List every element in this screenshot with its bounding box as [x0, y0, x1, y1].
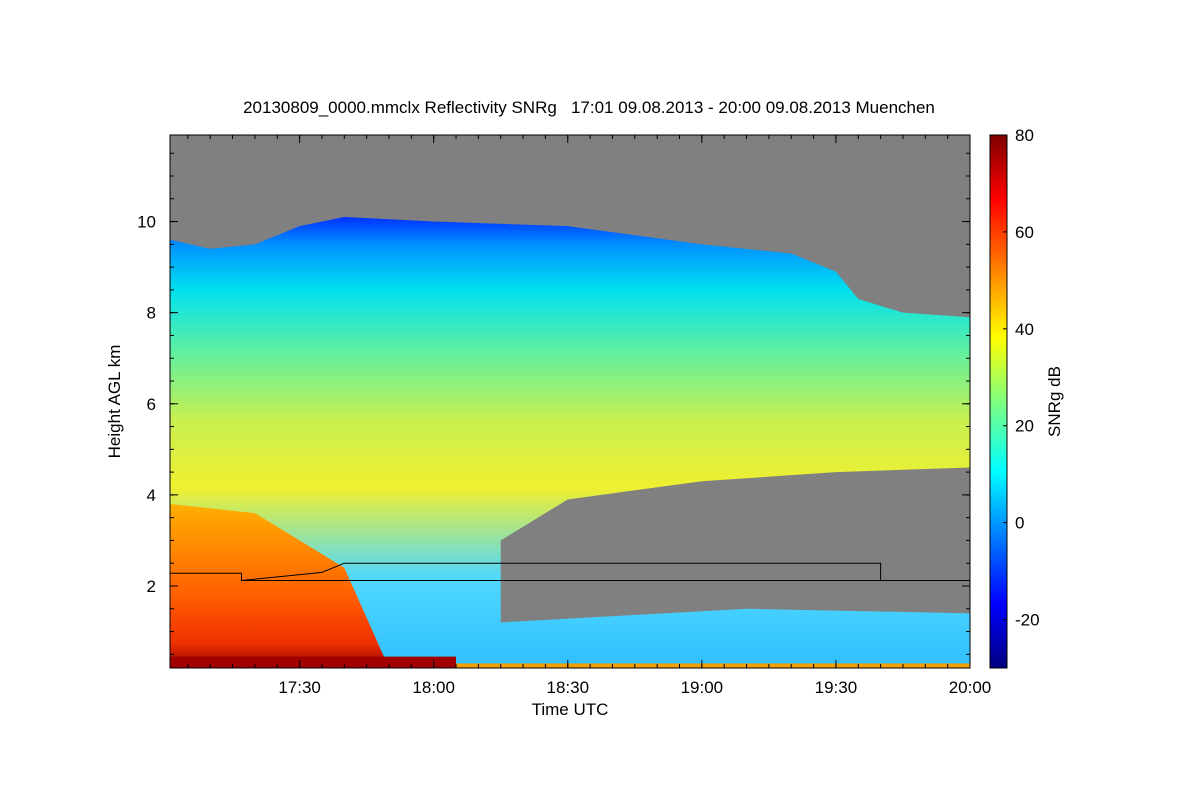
- colorbar-label: SNRg dB: [1045, 366, 1064, 437]
- chart-title: 20130809_0000.mmclx Reflectivity SNRg 17…: [243, 98, 935, 117]
- x-tick-label: 19:00: [681, 678, 724, 697]
- y-tick-label: 6: [147, 395, 156, 414]
- colorbar-tick-label: -20: [1015, 611, 1040, 630]
- y-axis-label: Height AGL km: [105, 345, 124, 459]
- colorbar-tick-label: 20: [1015, 417, 1034, 436]
- y-tick-label: 2: [147, 577, 156, 596]
- strong-echo-region: [170, 504, 389, 668]
- y-tick-label: 8: [147, 304, 156, 323]
- colorbar: -20 0 20 40 60 80 SNRg dB: [989, 126, 1064, 669]
- colorbar-tick-label: 40: [1015, 320, 1034, 339]
- ground-band: [170, 656, 457, 668]
- no-signal-gap: [500, 467, 970, 623]
- x-tick-label: 20:00: [949, 678, 992, 697]
- boundary-layer-line: [170, 562, 970, 582]
- colorbar-scale: [989, 134, 1008, 669]
- x-tick-label: 17:30: [278, 678, 321, 697]
- heatmap-area: [170, 217, 970, 668]
- y-tick-label: 10: [137, 213, 156, 232]
- x-tick-label: 19:30: [815, 678, 858, 697]
- plot-frame: [169, 134, 971, 669]
- y-tick-label: 4: [147, 486, 156, 505]
- colorbar-tick-label: 60: [1015, 223, 1034, 242]
- x-tick-label: 18:30: [546, 678, 589, 697]
- x-axis-label: Time UTC: [532, 700, 609, 719]
- x-tick-label: 18:00: [412, 678, 455, 697]
- colorbar-tick-label: 0: [1015, 514, 1024, 533]
- axes: 17:30 18:00 18:30 19:00 19:30 20:00 2 4 6 8 10 Time…: [105, 134, 992, 719]
- colorbar-tick-label: 80: [1015, 126, 1034, 145]
- ground-band-right: [456, 663, 970, 668]
